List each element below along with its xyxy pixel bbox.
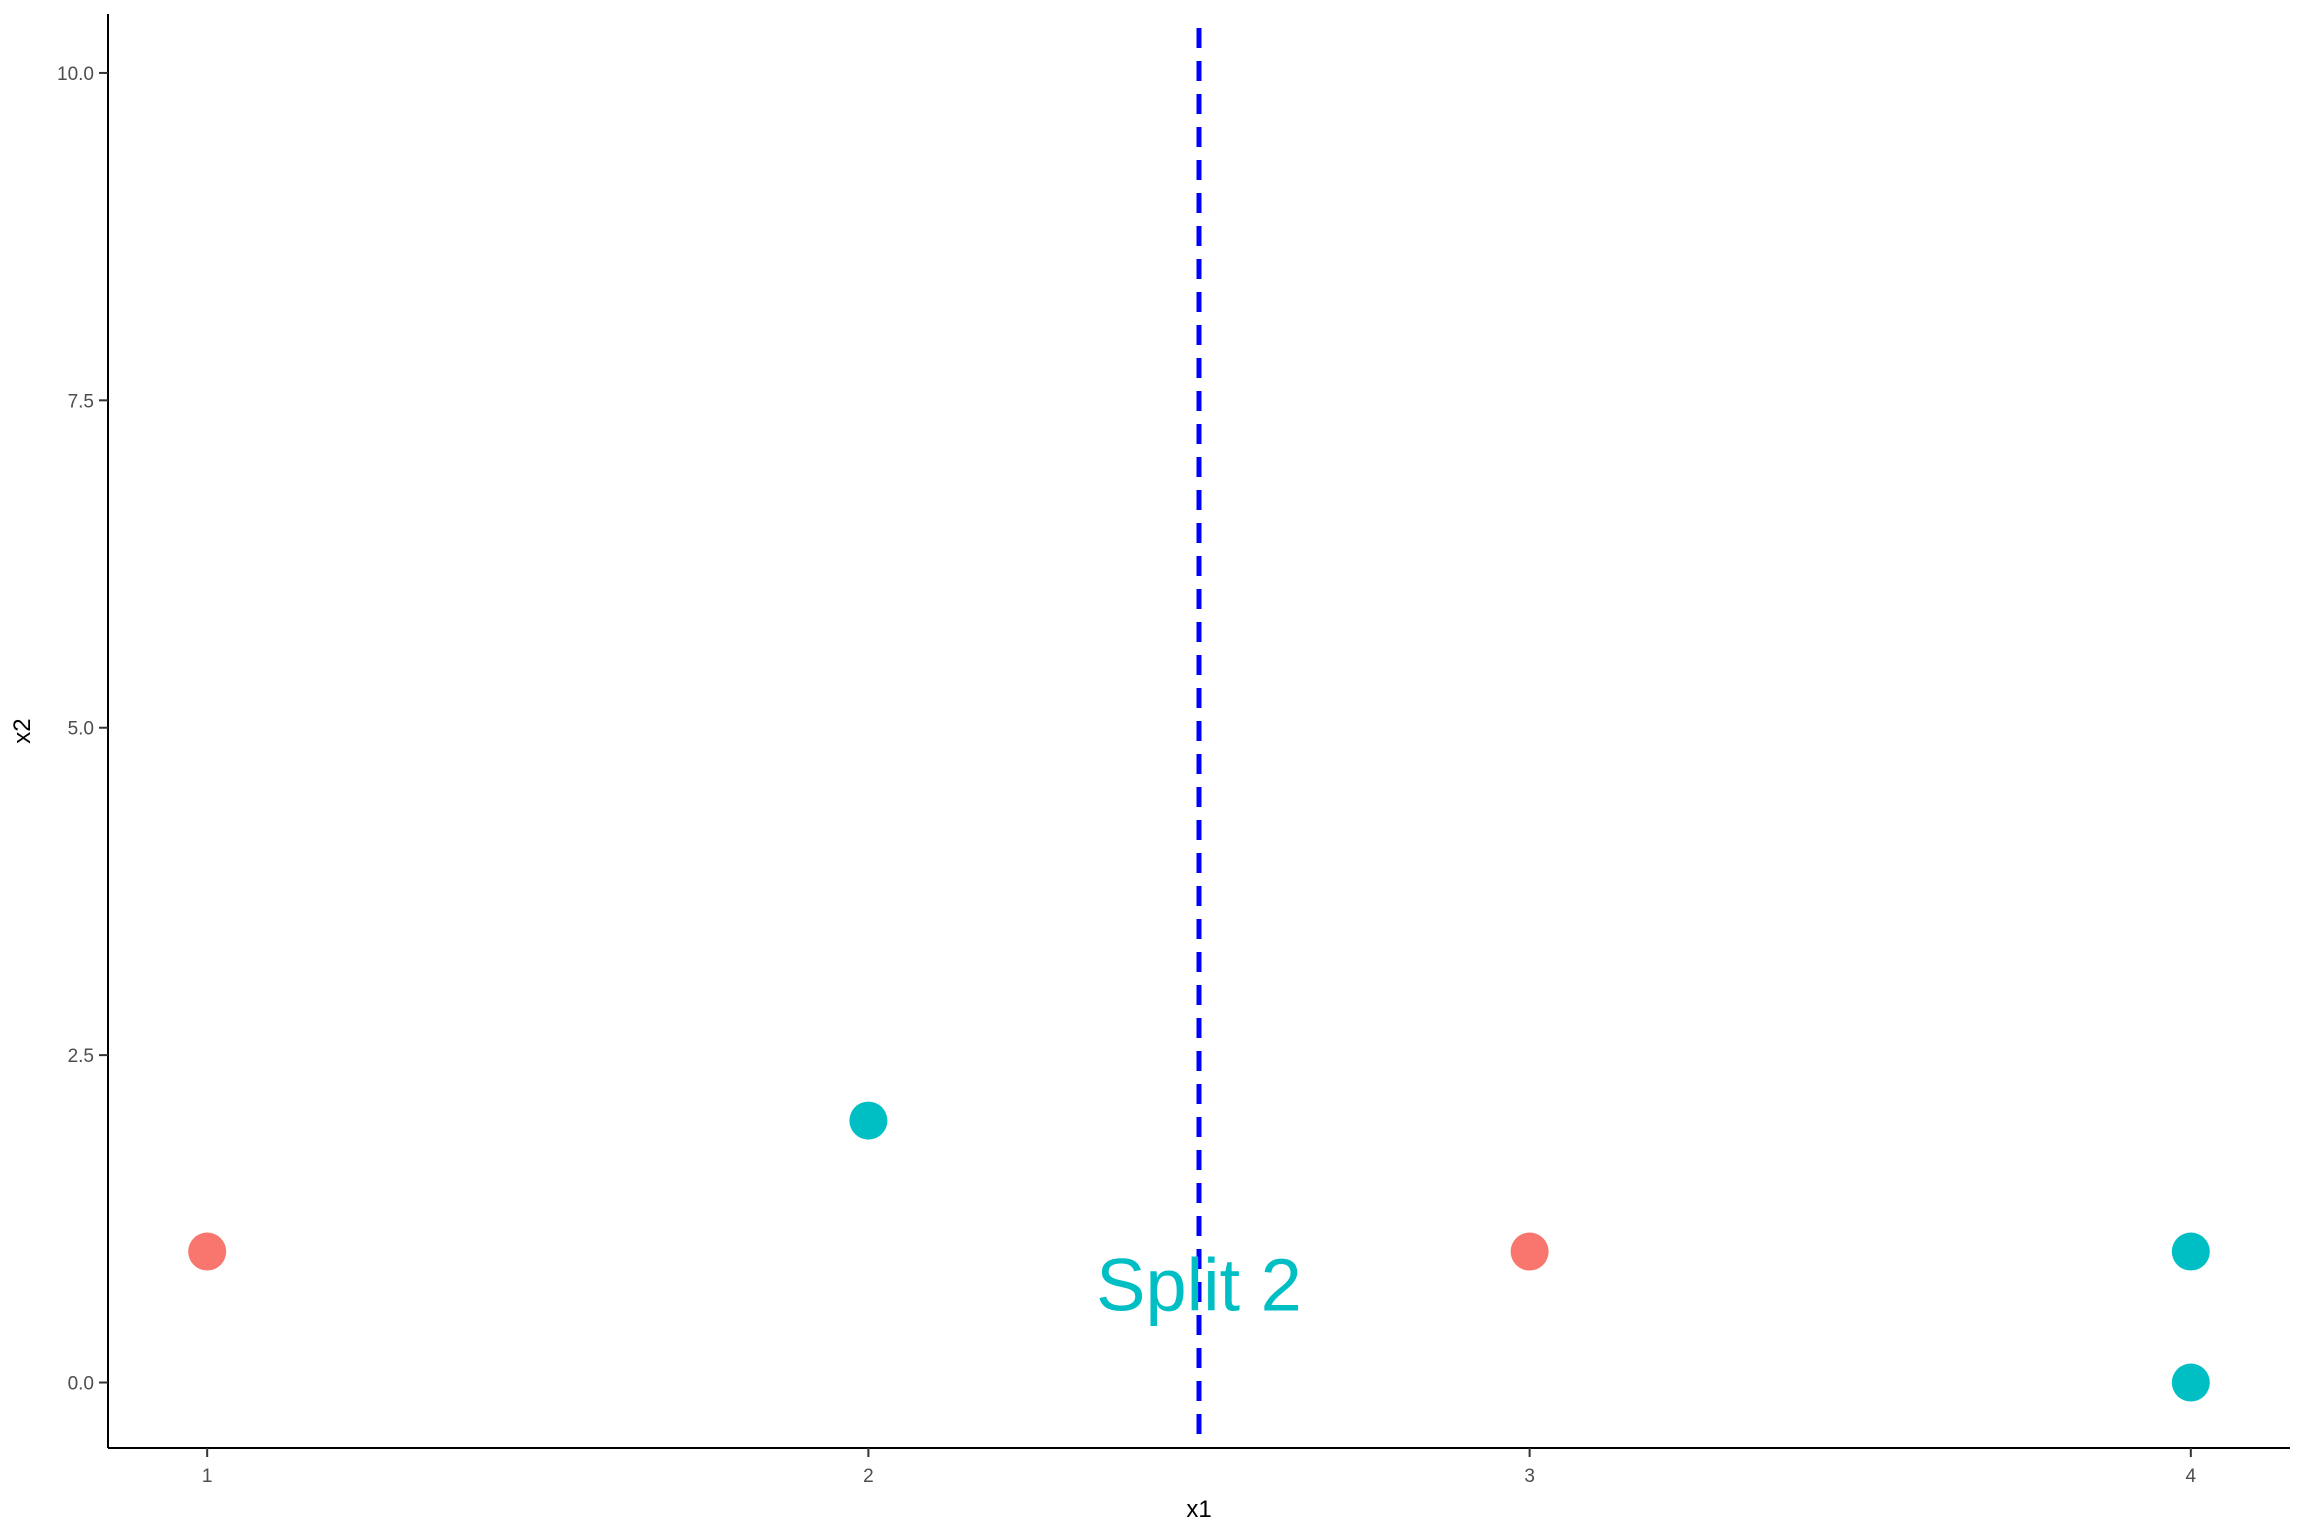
data-point xyxy=(849,1101,888,1140)
x-axis-title: x1 xyxy=(1186,1496,1211,1523)
y-tick-label: 10.0 xyxy=(57,64,94,85)
points-layer xyxy=(188,1101,2210,1402)
y-axis-title: x2 xyxy=(9,718,36,743)
y-tick-label: 0.0 xyxy=(68,1374,94,1395)
ticks-layer: 1 2 3 4 0.0 2.5 5.0 7.5 10.0 xyxy=(57,64,2197,1487)
y-tick-label: 7.5 xyxy=(68,391,94,412)
x-tick-label: 2 xyxy=(863,1466,874,1487)
x-tick-label: 3 xyxy=(1524,1466,1535,1487)
data-point xyxy=(2171,1363,2210,1402)
data-point xyxy=(188,1232,227,1271)
x-tick-label: 4 xyxy=(2186,1466,2197,1487)
x-tick-label: 1 xyxy=(202,1466,213,1487)
data-point xyxy=(1510,1232,1549,1271)
y-tick-label: 5.0 xyxy=(68,719,94,740)
axes-layer xyxy=(107,14,2290,1449)
data-point xyxy=(2171,1232,2210,1271)
y-tick-label: 2.5 xyxy=(68,1046,94,1067)
split-annotation: Split 2 xyxy=(1096,1243,1302,1326)
